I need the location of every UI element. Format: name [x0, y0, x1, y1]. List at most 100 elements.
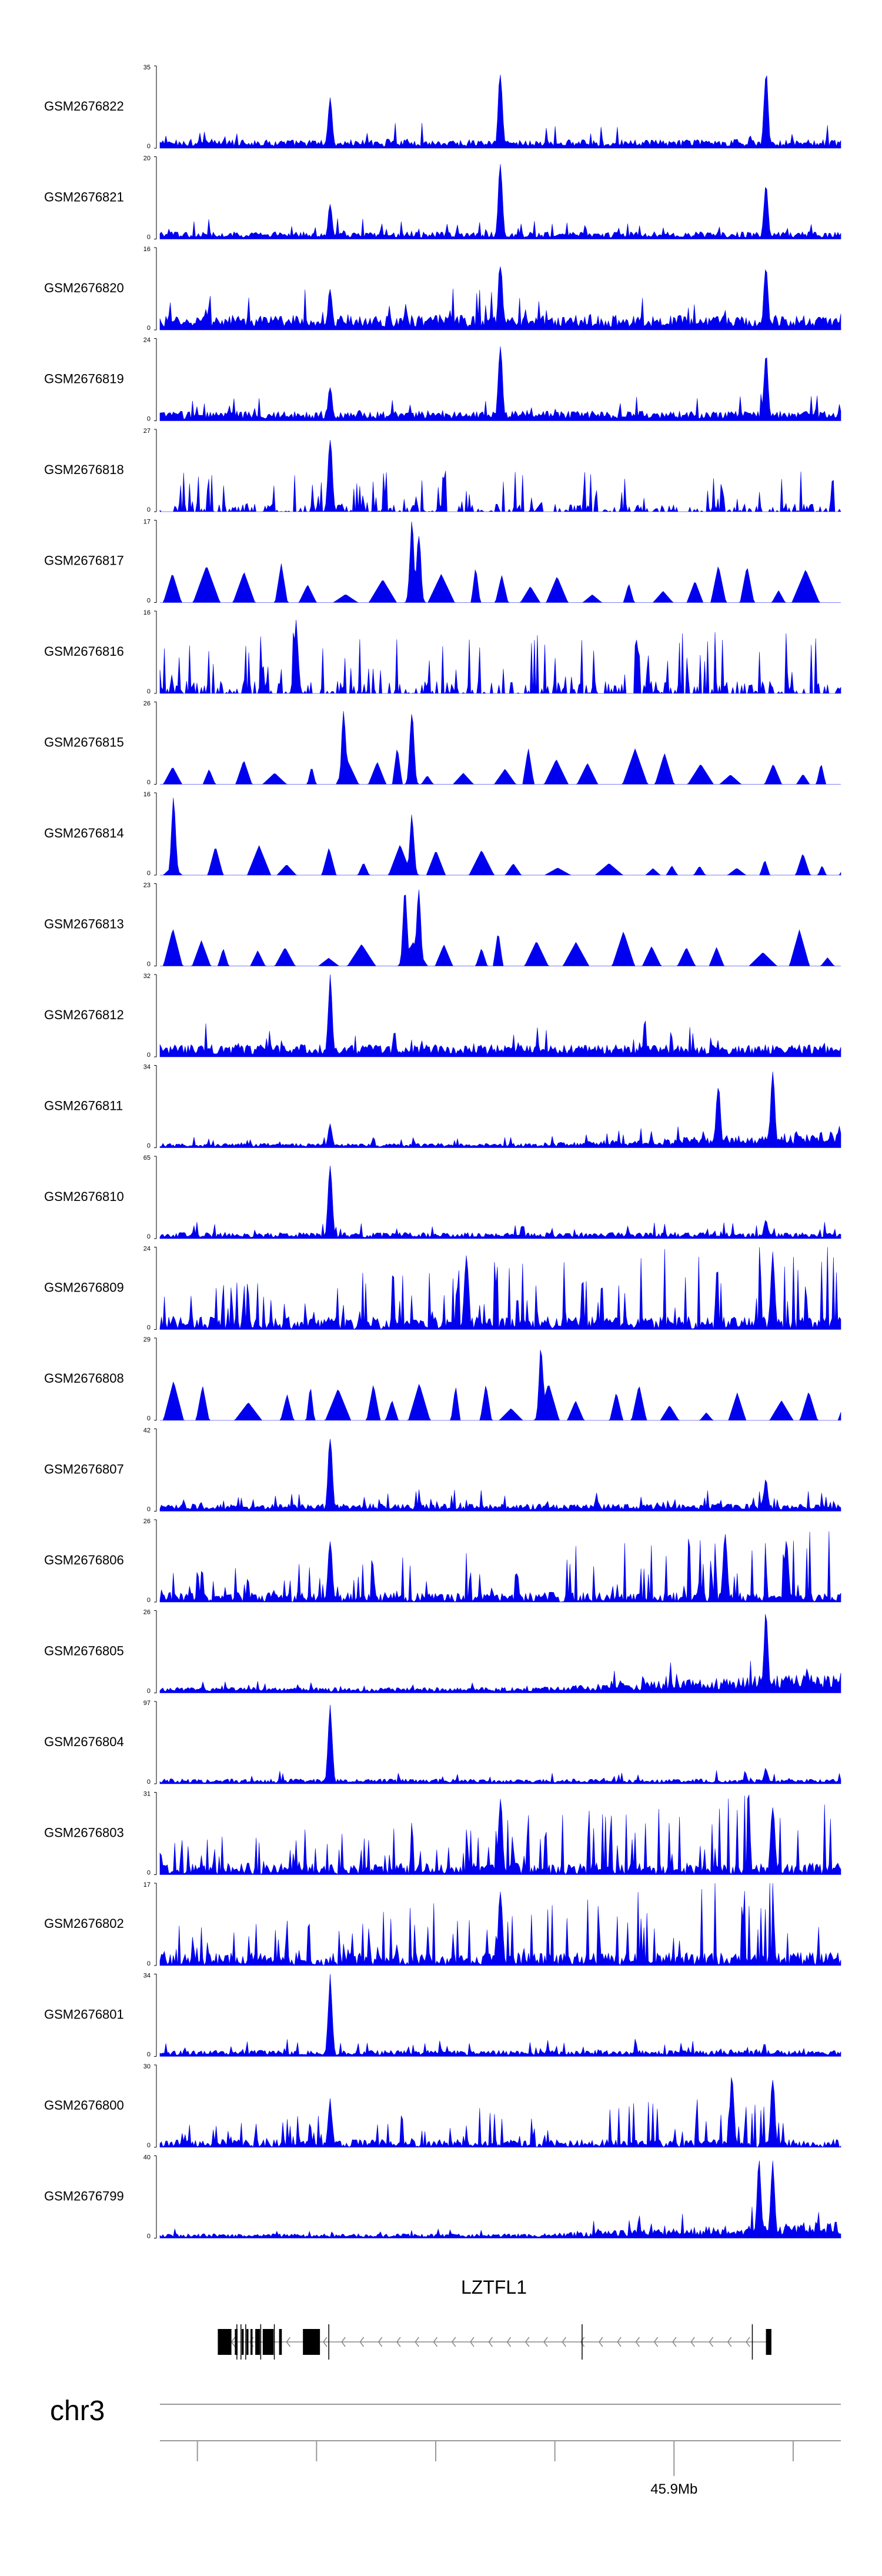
gene-exon [255, 2329, 260, 2355]
track-ymin-label: 0 [147, 1233, 151, 1240]
track-ymax-label: 40 [143, 2154, 151, 2161]
strand-arrow-icon [470, 2337, 475, 2347]
track-label: GSM2676800 [44, 2098, 124, 2113]
signal-area [159, 1704, 841, 1784]
track-ymin-label: 0 [147, 325, 151, 332]
signal-area [160, 521, 841, 603]
track-ymin-label: 0 [147, 1143, 151, 1150]
track-GSM2676806: GSM2676806 26 0 [44, 1518, 841, 1604]
track-GSM2676805: GSM2676805 26 0 [44, 1609, 841, 1695]
signal-area [159, 1794, 841, 1876]
strand-arrow-icon [543, 2337, 548, 2347]
track-ymax-label: 35 [143, 64, 151, 71]
gene-exon [262, 2329, 274, 2355]
track-label: GSM2676811 [44, 1099, 123, 1113]
track-GSM2676810: GSM2676810 65 0 [44, 1154, 841, 1240]
track-ymax-label: 17 [143, 1881, 151, 1888]
track-GSM2676822: GSM2676822 35 0 [44, 64, 841, 150]
track-ymin-label: 0 [147, 1688, 151, 1695]
track-ymin-label: 0 [147, 1960, 151, 1967]
genome-axis: chr3 45.9Mb [50, 2395, 841, 2497]
track-GSM2676800: GSM2676800 30 0 [44, 2063, 841, 2149]
track-label: GSM2676809 [44, 1280, 124, 1295]
track-ymax-label: 34 [143, 1064, 151, 1071]
gene-model [218, 2324, 771, 2360]
track-ymax-label: 27 [143, 428, 151, 435]
gene-exon [218, 2329, 232, 2355]
gene-exon [246, 2329, 249, 2355]
strand-arrow-icon [322, 2337, 328, 2347]
track-label: GSM2676802 [44, 1916, 124, 1931]
track-ymin-label: 0 [147, 779, 151, 786]
signal-area [160, 889, 841, 966]
track-GSM2676809: GSM2676809 24 0 [44, 1246, 841, 1332]
strand-arrow-icon [635, 2337, 640, 2347]
signal-area [159, 2077, 841, 2148]
track-ymin-label: 0 [147, 1506, 151, 1513]
track-label: GSM2676806 [44, 1553, 124, 1567]
signal-area [159, 1614, 841, 1693]
track-GSM2676813: GSM2676813 23 0 [44, 882, 841, 968]
track-label: GSM2676819 [44, 372, 124, 386]
track-GSM2676817: GSM2676817 17 0 [44, 519, 841, 605]
track-label: GSM2676812 [44, 1007, 124, 1022]
strand-arrow-icon [746, 2337, 750, 2347]
track-label: GSM2676810 [44, 1189, 124, 1204]
signal-area [159, 1166, 841, 1239]
signal-area [159, 1071, 841, 1148]
strand-arrow-icon [396, 2337, 401, 2347]
strand-arrow-icon [359, 2337, 365, 2347]
track-GSM2676819: GSM2676819 24 0 [44, 337, 841, 423]
track-label: GSM2676799 [44, 2189, 124, 2204]
signal-area [159, 1531, 841, 1603]
signal-area [160, 1350, 841, 1421]
strand-arrow-icon [286, 2337, 290, 2347]
track-GSM2676815: GSM2676815 26 0 [44, 700, 841, 786]
track-ymax-label: 31 [143, 1791, 151, 1798]
track-GSM2676807: GSM2676807 42 0 [44, 1427, 841, 1513]
axis-lines: 45.9Mb [160, 2404, 841, 2497]
track-ymin-label: 0 [147, 2051, 151, 2058]
strand-arrow-icon [690, 2337, 695, 2347]
track-label: GSM2676807 [44, 1462, 124, 1477]
track-label: GSM2676816 [44, 644, 124, 659]
strand-arrow-icon [580, 2337, 585, 2347]
track-GSM2676803: GSM2676803 31 0 [44, 1791, 841, 1877]
track-ymax-label: 34 [143, 1973, 151, 1980]
signal-area [159, 266, 841, 331]
track-ymin-label: 0 [147, 961, 151, 968]
track-ymax-label: 17 [143, 519, 151, 526]
signal-area [159, 619, 841, 695]
track-ymin-label: 0 [147, 1778, 151, 1786]
track-ymax-label: 65 [143, 1154, 151, 1162]
track-ymax-label: 26 [143, 1518, 151, 1525]
track-label: GSM2676805 [44, 1644, 124, 1659]
strand-arrow-icon [672, 2337, 677, 2347]
track-ymin-label: 0 [147, 1324, 151, 1332]
strand-arrow-icon [506, 2337, 512, 2347]
track-ymax-label: 24 [143, 337, 151, 344]
strand-arrow-icon [524, 2337, 530, 2347]
track-label: GSM2676804 [44, 1734, 124, 1749]
signal-area [159, 75, 841, 149]
track-label: GSM2676817 [44, 553, 124, 568]
strand-arrow-icon [451, 2337, 456, 2347]
strand-arrow-icon [598, 2337, 603, 2347]
track-ymin-label: 0 [147, 234, 151, 241]
signal-area [160, 798, 841, 876]
signal-area [159, 164, 841, 239]
gene-exon [279, 2329, 282, 2355]
strand-arrow-icon [727, 2337, 732, 2347]
track-GSM2676816: GSM2676816 16 0 [44, 609, 841, 695]
track-GSM2676801: GSM2676801 34 0 [44, 1973, 841, 2058]
track-ymin-label: 0 [147, 870, 151, 877]
track-ymin-label: 0 [147, 1870, 151, 1877]
strand-arrow-icon [341, 2337, 346, 2347]
track-label: GSM2676813 [44, 917, 124, 932]
track-ymax-label: 16 [143, 246, 151, 253]
gene-exon [766, 2329, 771, 2355]
track-label: GSM2676801 [44, 2007, 124, 2022]
track-ymax-label: 20 [143, 155, 151, 162]
strand-arrow-icon [415, 2337, 419, 2347]
track-GSM2676799: GSM2676799 40 0 [44, 2154, 841, 2240]
